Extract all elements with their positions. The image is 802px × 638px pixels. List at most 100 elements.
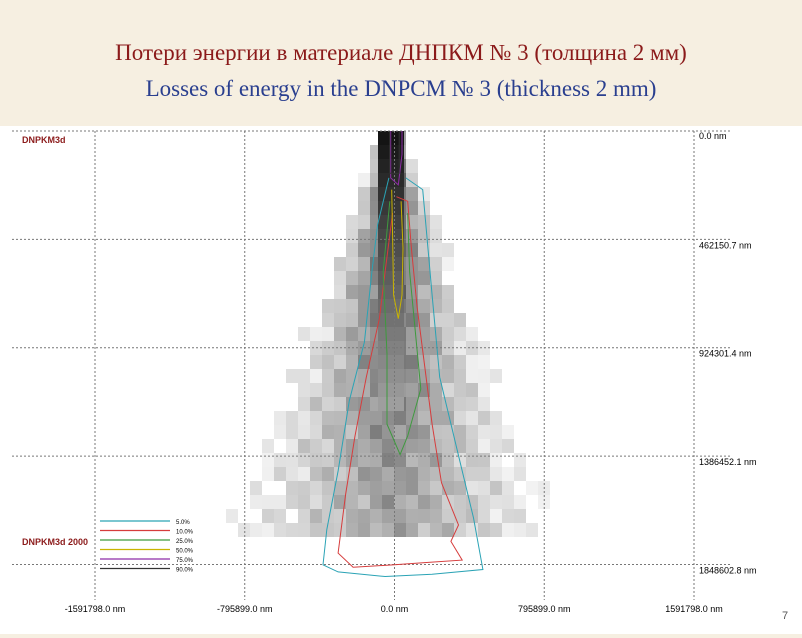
heatmap-cell <box>394 523 406 537</box>
heatmap-cell <box>490 425 502 439</box>
heatmap-cell <box>358 439 370 453</box>
heatmap-cell <box>406 369 418 383</box>
heatmap-cell <box>310 355 322 369</box>
y-axis-ticks: 0.0 nm 462150.7 nm 924301.4 nm 1386452.1 nm… <box>699 131 757 575</box>
heatmap-cell <box>334 439 346 453</box>
heatmap-cell <box>406 355 418 369</box>
heatmap-cell <box>406 523 418 537</box>
heatmap-cell <box>394 481 406 495</box>
heatmap-cell <box>514 523 526 537</box>
heatmap-cell <box>406 397 418 411</box>
heatmap-cell <box>478 439 490 453</box>
heatmap-cell <box>466 355 478 369</box>
heatmap-cell <box>346 257 358 271</box>
heatmap-cell <box>394 425 406 439</box>
heatmap-cell <box>346 509 358 523</box>
heatmap-cell <box>442 313 454 327</box>
heatmap-cell <box>262 523 274 537</box>
heatmap-cell <box>466 495 478 509</box>
heatmap-cell <box>418 523 430 537</box>
heatmap-cell <box>454 523 466 537</box>
heatmap-cell <box>442 439 454 453</box>
heatmap-cell <box>454 383 466 397</box>
heatmap-core-cell <box>378 271 404 285</box>
heatmap-cell <box>322 355 334 369</box>
heatmap-cell <box>322 383 334 397</box>
heatmap-cell <box>310 467 322 481</box>
heatmap-cell <box>310 523 322 537</box>
legend-label: 75.0% <box>176 558 194 564</box>
heatmap-cell <box>310 425 322 439</box>
heatmap-cell <box>382 481 394 495</box>
heatmap-cell <box>286 453 298 467</box>
heatmap-cell <box>262 453 274 467</box>
heatmap-cell <box>466 509 478 523</box>
heatmap-cell <box>406 271 418 285</box>
heatmap-cell <box>346 411 358 425</box>
heatmap-cell <box>382 467 394 481</box>
heatmap-cell <box>322 425 334 439</box>
heatmap-cell <box>442 299 454 313</box>
heatmap-cell <box>274 411 286 425</box>
heatmap-cell <box>370 481 382 495</box>
heatmap-cell <box>418 439 430 453</box>
heatmap-core-cell <box>378 397 404 411</box>
heatmap-cell <box>418 369 430 383</box>
heatmap-cell <box>286 411 298 425</box>
legend-title-label: DNPKM3d 2000 <box>22 537 88 547</box>
heatmap-cell <box>286 369 298 383</box>
heatmap-cell <box>442 257 454 271</box>
heatmap-cell <box>442 509 454 523</box>
heatmap-cell <box>526 523 538 537</box>
contour-line <box>322 177 484 578</box>
heatmap-cell <box>298 467 310 481</box>
legend-label: 50.0% <box>176 549 194 555</box>
y-tick-label: 924301.4 nm <box>699 349 752 359</box>
heatmap-cell <box>382 509 394 523</box>
heatmap-cell <box>262 467 274 481</box>
heatmap-cell <box>358 425 370 439</box>
heatmap-cell <box>370 467 382 481</box>
heatmap-cell <box>310 495 322 509</box>
heatmap-cell <box>406 383 418 397</box>
heatmap-cell <box>322 411 334 425</box>
heatmap-cell <box>478 355 490 369</box>
heatmap-cell <box>346 243 358 257</box>
heatmap-cell <box>430 411 442 425</box>
heatmap-cell <box>298 439 310 453</box>
heatmap-cell <box>358 481 370 495</box>
heatmap-cell <box>298 327 310 341</box>
heatmap-cell <box>442 425 454 439</box>
heatmap-cell <box>358 327 370 341</box>
heatmap-cell <box>238 523 250 537</box>
heatmap-cell <box>370 425 382 439</box>
heatmap-cell <box>502 467 514 481</box>
heatmap-cell <box>430 481 442 495</box>
heatmap-cell <box>502 481 514 495</box>
heatmap-cell <box>442 369 454 383</box>
heatmap-cell <box>358 173 370 187</box>
heatmap-cell <box>346 495 358 509</box>
heatmap-cell <box>334 383 346 397</box>
heatmap-cell <box>382 411 394 425</box>
heatmap-cell <box>346 229 358 243</box>
x-tick-label: -1591798.0 nm <box>65 604 126 614</box>
heatmap-cell <box>286 439 298 453</box>
heatmap-cell <box>358 467 370 481</box>
heatmap-cell <box>286 495 298 509</box>
heatmap-cell <box>406 509 418 523</box>
contour-line <box>390 131 403 186</box>
heatmap-cell <box>430 285 442 299</box>
heatmap-cell <box>514 467 526 481</box>
heatmap-cell <box>502 523 514 537</box>
heatmap-cell <box>466 369 478 383</box>
heatmap-cell <box>322 397 334 411</box>
heatmap-cell <box>442 355 454 369</box>
heatmap-cell <box>478 411 490 425</box>
legend-label: 10.0% <box>176 530 194 536</box>
heatmap-cell <box>430 299 442 313</box>
heatmap-cell <box>490 453 502 467</box>
heatmap-cell <box>358 411 370 425</box>
heatmap-cell <box>358 453 370 467</box>
heatmap-cell <box>334 299 346 313</box>
